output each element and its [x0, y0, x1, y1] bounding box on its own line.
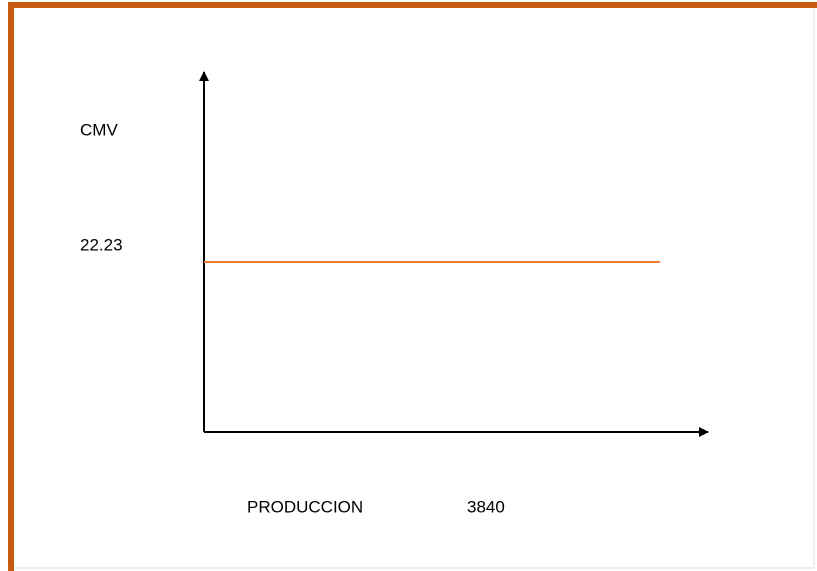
x-axis-label: PRODUCCION — [247, 497, 363, 516]
level-label: 22.23 — [80, 235, 123, 254]
y-axis-label: CMV — [80, 120, 118, 139]
x-value-label: 3840 — [467, 497, 505, 516]
frame-left — [8, 2, 14, 571]
frame-top — [8, 2, 817, 8]
